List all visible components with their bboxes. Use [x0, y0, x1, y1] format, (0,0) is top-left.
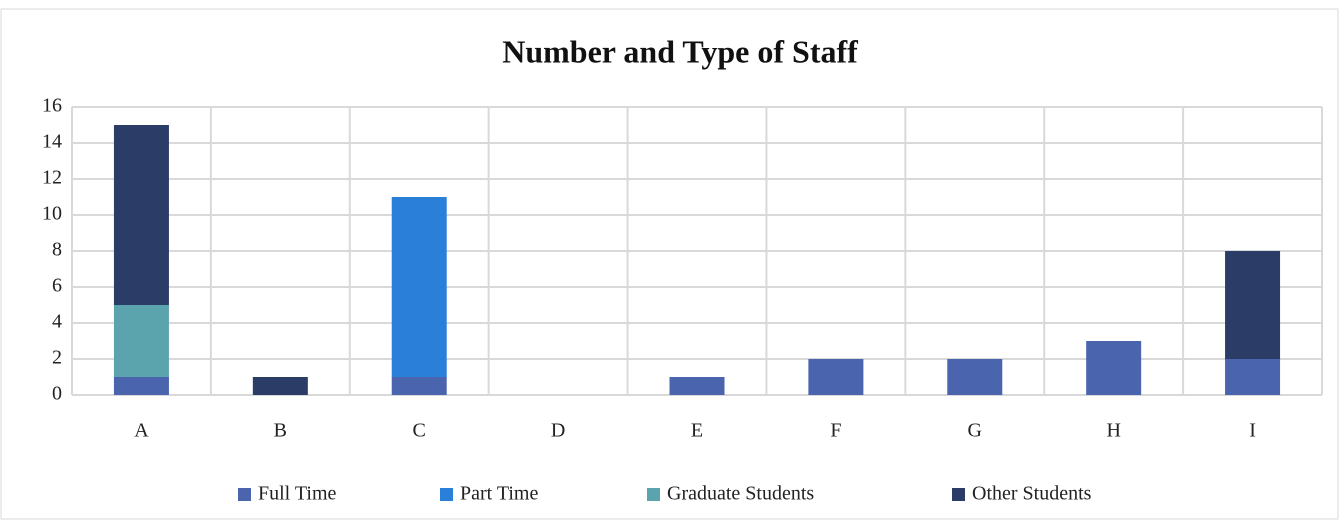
bar-segment: [1086, 341, 1142, 395]
bar-segment: [669, 377, 725, 395]
y-tick-label: 8: [52, 239, 62, 261]
legend-swatch: [952, 488, 965, 501]
bar-segment: [113, 305, 169, 377]
y-tick-label: 2: [52, 347, 62, 369]
bar-segment: [808, 359, 864, 395]
bar-segment: [391, 197, 447, 377]
bar-segment: [252, 377, 308, 395]
legend-swatch: [647, 488, 660, 501]
x-tick-label: A: [134, 420, 149, 442]
y-tick-label: 12: [42, 167, 62, 189]
y-tick-label: 6: [52, 275, 62, 297]
legend-label: Full Time: [258, 483, 337, 505]
chart-title: Number and Type of Staff: [502, 33, 858, 69]
y-tick-label: 0: [52, 383, 62, 405]
x-tick-label: F: [830, 420, 841, 442]
x-tick-label: B: [274, 420, 287, 442]
legend-swatch: [440, 488, 453, 501]
legend-label: Graduate Students: [667, 483, 814, 505]
legend-label: Other Students: [972, 483, 1092, 505]
bar-segment: [113, 377, 169, 395]
x-tick-label: D: [551, 420, 565, 442]
x-tick-label: H: [1106, 420, 1120, 442]
legend-swatch: [238, 488, 251, 501]
y-tick-label: 10: [42, 203, 62, 225]
bar-segment: [1225, 359, 1281, 395]
y-tick-label: 14: [42, 131, 62, 153]
chart-border: [0, 8, 1339, 520]
bar-segment: [1225, 251, 1281, 359]
bar-segment: [947, 359, 1003, 395]
x-tick-label: G: [968, 420, 982, 442]
x-tick-label: I: [1249, 420, 1256, 442]
y-tick-label: 16: [42, 95, 62, 117]
bar-segment: [391, 377, 447, 395]
legend-label: Part Time: [460, 483, 538, 505]
bar-segment: [113, 125, 169, 305]
x-tick-label: E: [691, 420, 703, 442]
y-tick-label: 4: [52, 311, 62, 333]
x-tick-label: C: [413, 420, 426, 442]
